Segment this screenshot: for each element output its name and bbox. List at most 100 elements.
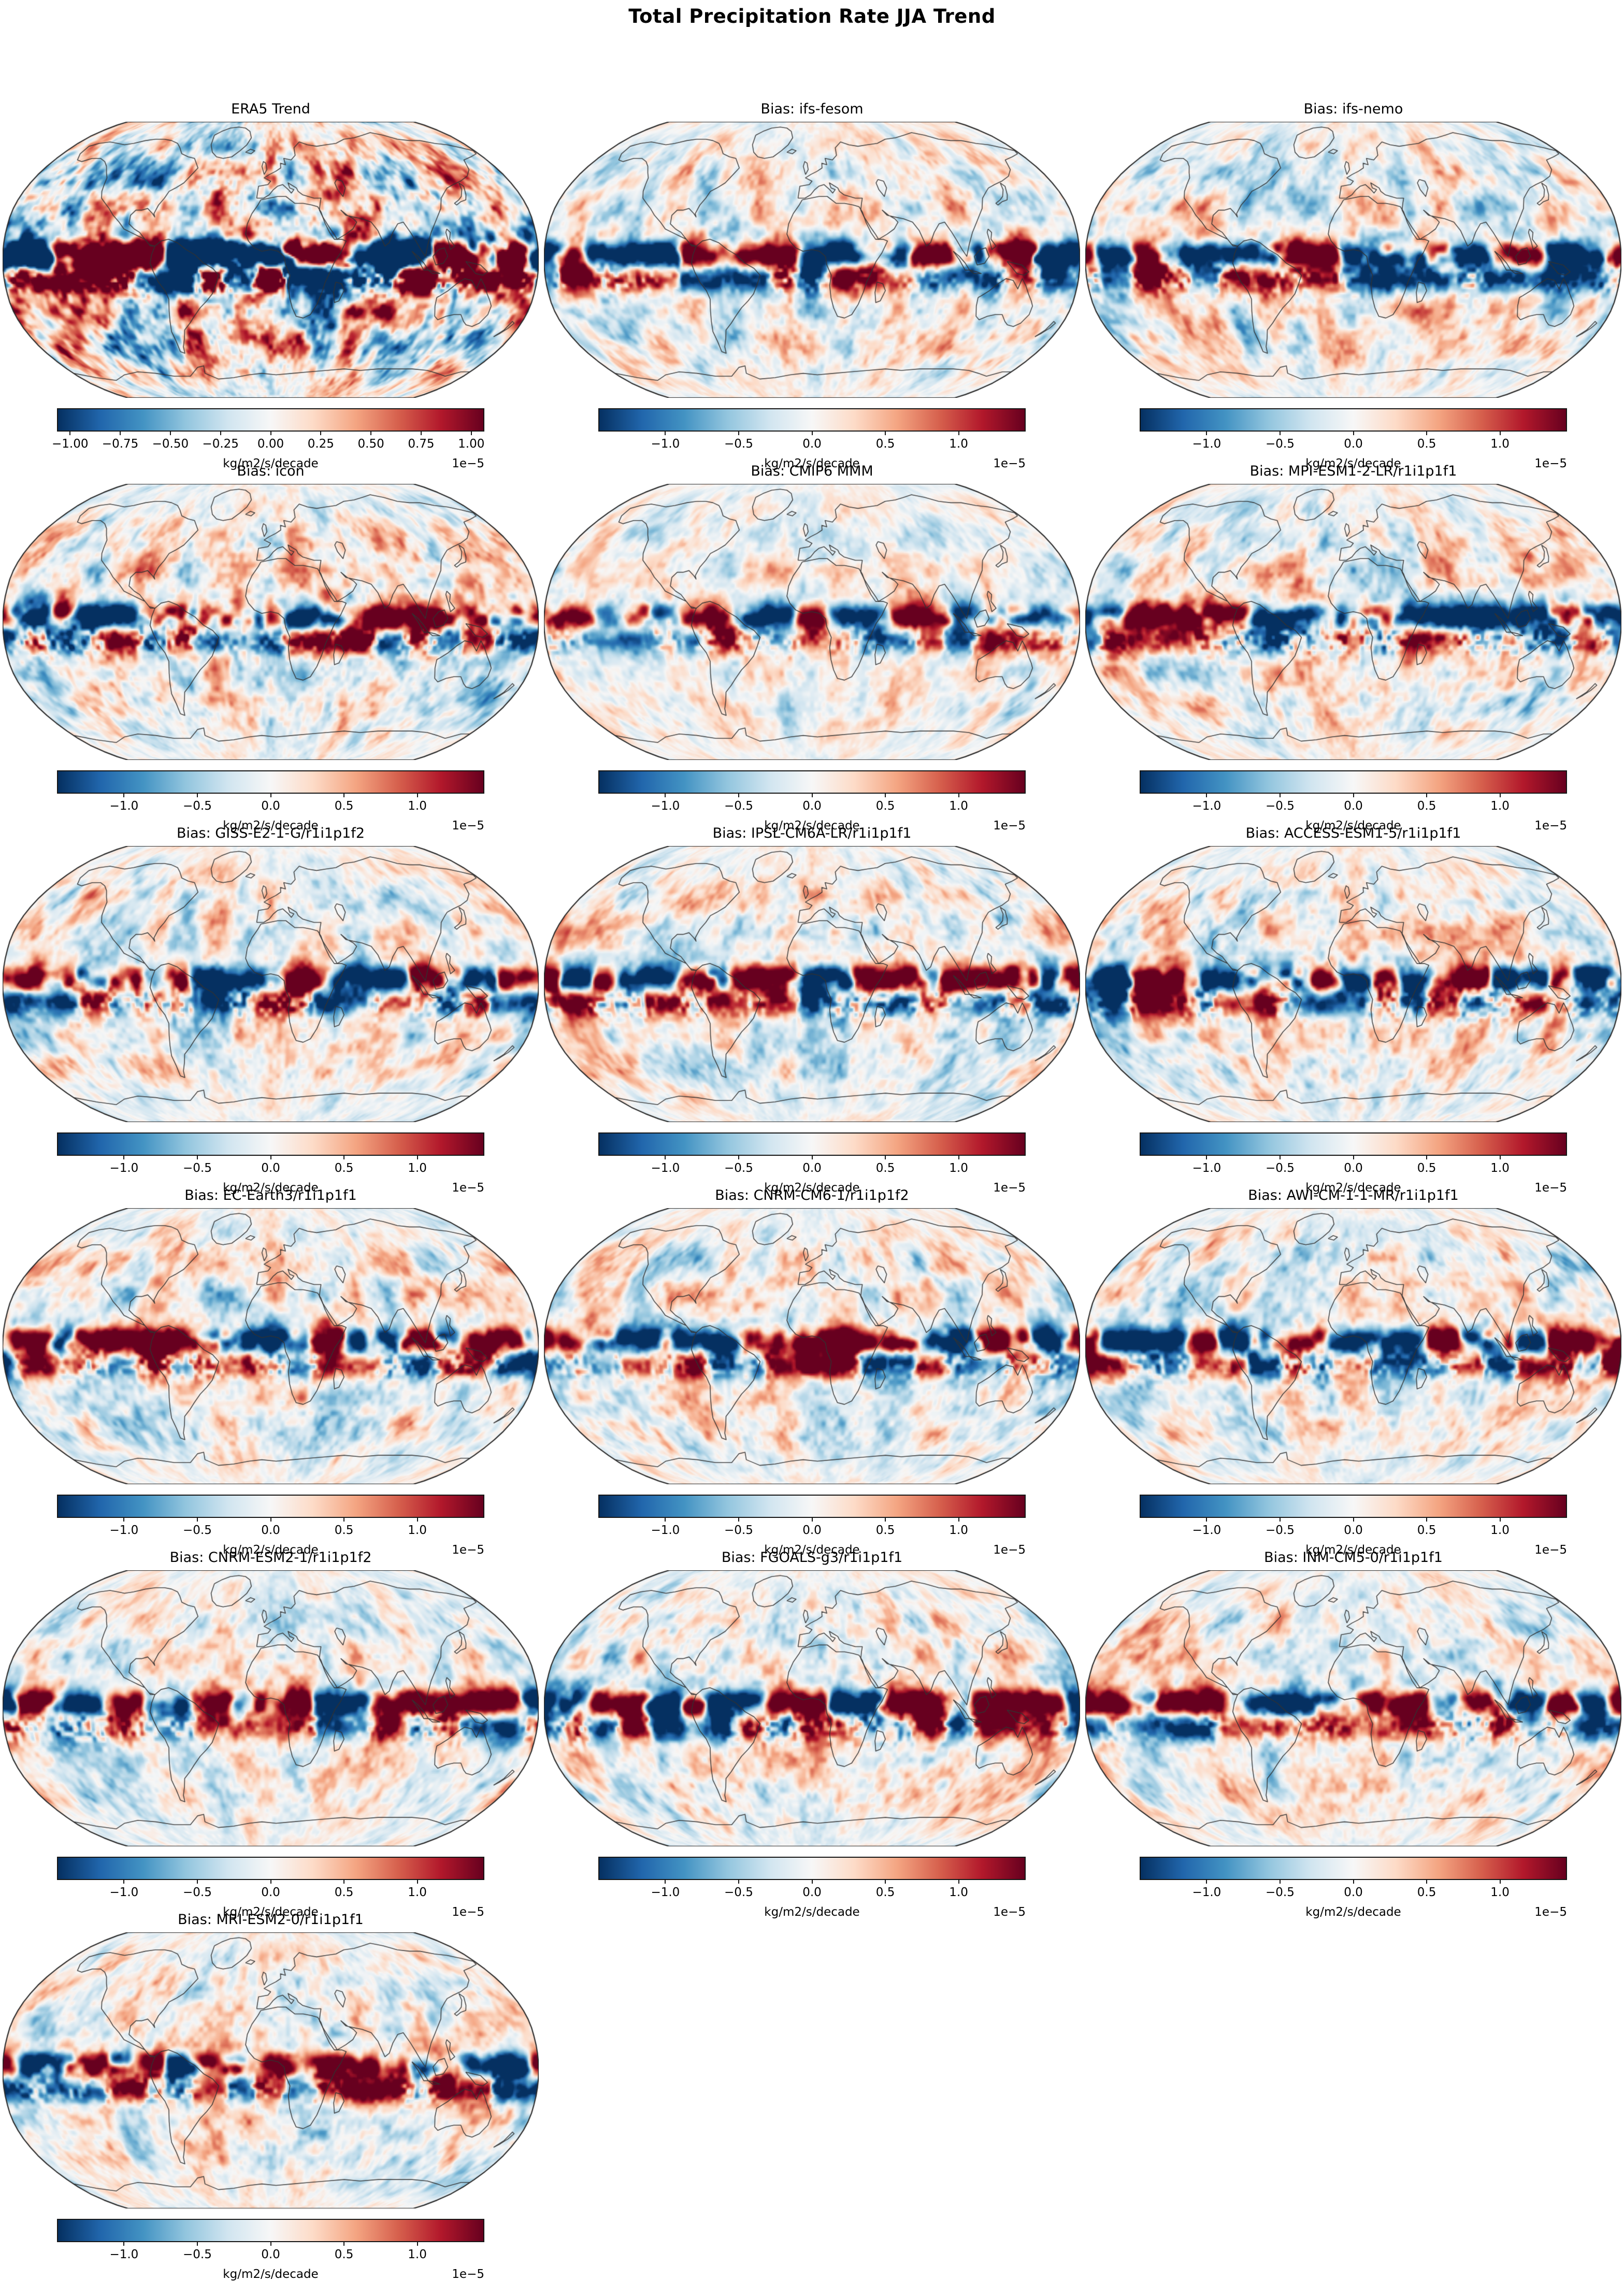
colorbar-tick-label: 0.0 [802, 1524, 822, 1537]
map-panel: Bias: IPSL-CM6A-LR/r1i1p1f1 −1.0 −0.5 0.0 0… [541, 817, 1083, 1195]
colorbar-tick-label: −1.0 [651, 1524, 680, 1537]
colorbar-tick-label: −1.0 [1192, 437, 1221, 451]
colorbar-tick-label: −0.5 [1266, 1886, 1295, 1899]
colorbar-tick-mark [1206, 1155, 1208, 1159]
colorbar-tick-mark [1353, 1155, 1354, 1159]
colorbar-tick-mark [1353, 793, 1354, 797]
colorbar-tick-mark [1426, 1155, 1428, 1159]
colorbar-tick-label: 1.0 [1490, 1524, 1510, 1537]
map-canvas [3, 846, 539, 1122]
colorbar-tick-mark [1279, 1879, 1281, 1884]
colorbar-tick-label: −1.0 [109, 1161, 139, 1175]
colorbar-unit-label: kg/m2/s/decade [1305, 1905, 1401, 1919]
colorbar-tick-label: 1.0 [1490, 1161, 1510, 1175]
colorbar-tick-label: 1.0 [949, 1886, 968, 1899]
colorbar-tick-mark [416, 1879, 418, 1884]
colorbar-tick-mark [665, 793, 666, 797]
colorbar-ticks: −1.0 −0.5 0.0 0.5 1.0 [0, 817, 541, 1180]
colorbar-tick-label: 1.0 [949, 1524, 968, 1537]
colorbar-exponent-label: 1e−5 [993, 1543, 1026, 1557]
colorbar-tick-mark [958, 1155, 959, 1159]
colorbar-tick-label: −0.5 [183, 799, 212, 813]
colorbar-tick-mark [665, 1879, 666, 1884]
colorbar-tick-label: −0.5 [183, 1886, 212, 1899]
colorbar-tick-mark [738, 431, 739, 435]
colorbar-tick-mark [123, 1155, 125, 1159]
colorbar-ticks: −1.0 −0.5 0.0 0.5 1.0 [0, 1180, 541, 1542]
colorbar-tick-label: 1.0 [408, 1524, 427, 1537]
colorbar-unit-label: kg/m2/s/decade [1305, 1543, 1401, 1557]
colorbar-tick-mark [811, 1517, 813, 1522]
colorbar-tick-mark [811, 431, 813, 435]
colorbar-tick-mark [738, 1155, 739, 1159]
colorbar-tick-label: 1.0 [408, 2248, 427, 2261]
colorbar-tick-mark [123, 1879, 125, 1884]
colorbar-tick-label: −1.0 [651, 437, 680, 451]
map-panel: Bias: FGOALS-g3/r1i1p1f1 −1.0 −0.5 0.0 0.5 1… [541, 1542, 1083, 1919]
colorbar-ticks: −1.0 −0.5 0.0 0.5 1.0 [541, 93, 1083, 455]
colorbar-tick-mark [270, 431, 271, 435]
colorbar-tick-label: −0.5 [183, 1524, 212, 1537]
colorbar-tick-mark [1279, 1517, 1281, 1522]
map-panel: Bias: AWI-CM-1-1-MR/r1i1p1f1 −1.0 −0.5 0.0… [1083, 1180, 1624, 1557]
map-panel: Bias: INM-CM5-0/r1i1p1f1 −1.0 −0.5 0.0 0.5 1… [1083, 1542, 1624, 1919]
colorbar-ticks: −1.0 −0.5 0.0 0.5 1.0 [1083, 93, 1624, 455]
colorbar-tick-mark [270, 1517, 271, 1522]
colorbar-tick-mark [665, 431, 666, 435]
colorbar-tick-label: −0.5 [1266, 1524, 1295, 1537]
colorbar-tick-mark [1206, 1517, 1208, 1522]
colorbar-tick-mark [885, 793, 886, 797]
panel-title: ERA5 Trend [231, 101, 310, 117]
colorbar-tick-label: 0.0 [1344, 1161, 1363, 1175]
colorbar-unit-label: kg/m2/s/decade [1305, 819, 1401, 833]
colorbar [57, 1132, 484, 1156]
colorbar [57, 2219, 484, 2242]
panel-title: Bias: CMIP6 MMM [751, 463, 873, 479]
colorbar-exponent-label: 1e−5 [1534, 1181, 1567, 1195]
map-panel: Bias: GISS-E2-1-G/r1i1p1f2 −1.0 −0.5 0.0 0.… [0, 817, 541, 1195]
colorbar-exponent-label: 1e−5 [993, 457, 1026, 470]
panel-title: Bias: MPI-ESM1-2-LR/r1i1p1f1 [1249, 463, 1457, 479]
colorbar-tick-mark [1279, 1155, 1281, 1159]
colorbar-tick-label: 0.0 [261, 799, 280, 813]
colorbar-tick-label: 1.00 [458, 437, 485, 451]
colorbar-exponent-label: 1e−5 [452, 457, 484, 470]
colorbar-tick-mark [665, 1517, 666, 1522]
colorbar-exponent-label: 1e−5 [452, 2268, 484, 2281]
colorbar-tick-label: 0.5 [875, 1886, 895, 1899]
map-canvas [3, 1208, 539, 1484]
colorbar-unit-label: kg/m2/s/decade [764, 1543, 860, 1557]
map-panel: Bias: CMIP6 MMM −1.0 −0.5 0.0 0.5 1.0 kg/m2/… [541, 455, 1083, 833]
panel-title: Bias: MRI-ESM2-0/r1i1p1f1 [178, 1912, 364, 1928]
colorbar-ticks: −1.0 −0.5 0.0 0.5 1.0 [1083, 1180, 1624, 1542]
colorbar-tick-label: −0.50 [152, 437, 189, 451]
colorbar-tick-label: −1.0 [109, 2248, 139, 2261]
colorbar-tick-label: 0.5 [1417, 1886, 1436, 1899]
map-canvas [544, 846, 1080, 1122]
colorbar-tick-label: 0.50 [357, 437, 384, 451]
colorbar-unit-label: kg/m2/s/decade [223, 819, 319, 833]
colorbar-tick-mark [416, 793, 418, 797]
colorbar-ticks: −1.00 −0.75 −0.50 −0.25 0.00 0.25 0.50 0.75 1.00 [0, 93, 541, 455]
colorbar-ticks: −1.0 −0.5 0.0 0.5 1.0 [0, 1542, 541, 1904]
map-canvas [1085, 122, 1621, 398]
colorbar-tick-mark [343, 1879, 345, 1884]
colorbar-tick-mark [169, 431, 171, 435]
panel-title: Bias: FGOALS-g3/r1i1p1f1 [721, 1550, 903, 1566]
map-panel: Bias: CNRM-ESM2-1/r1i1p1f2 −1.0 −0.5 0.0 0.… [0, 1542, 541, 1919]
colorbar-tick-label: 0.5 [1417, 1524, 1436, 1537]
colorbar-tick-label: −0.5 [724, 1524, 753, 1537]
colorbar-tick-label: 0.5 [875, 1161, 895, 1175]
colorbar-tick-label: −1.0 [651, 799, 680, 813]
panel-title: Bias: ifs-fesom [760, 101, 864, 117]
colorbar-tick-mark [885, 431, 886, 435]
colorbar-tick-label: 0.0 [802, 1886, 822, 1899]
colorbar-tick-label: −1.00 [51, 437, 89, 451]
colorbar-tick-mark [1426, 431, 1428, 435]
colorbar-unit-label: kg/m2/s/decade [223, 1181, 319, 1195]
colorbar-tick-label: −0.5 [1266, 437, 1295, 451]
colorbar [57, 1495, 484, 1518]
colorbar-tick-label: 0.00 [257, 437, 284, 451]
colorbar-tick-label: 0.0 [802, 799, 822, 813]
colorbar-tick-mark [123, 1517, 125, 1522]
